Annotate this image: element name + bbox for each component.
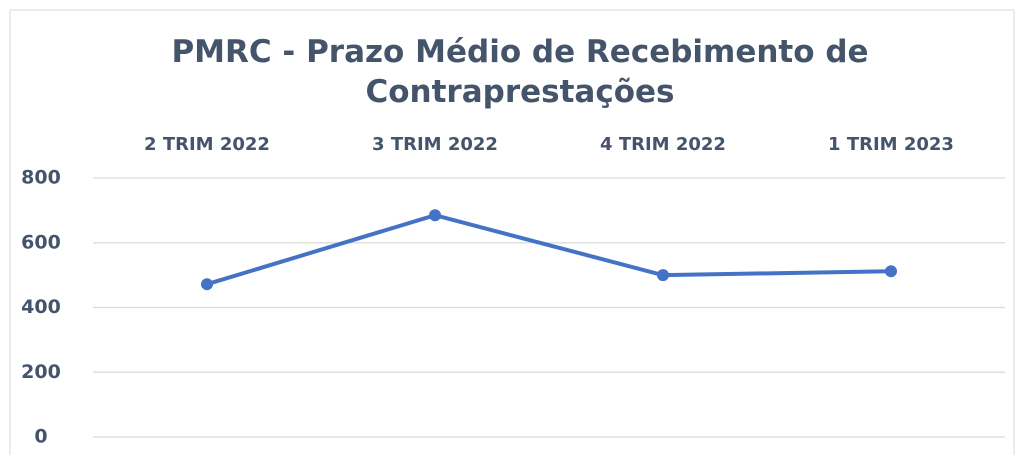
data-point bbox=[201, 278, 213, 291]
x-tick-label: 4 TRIM 2022 bbox=[600, 134, 726, 155]
chart-title: PMRC - Prazo Médio de Recebimento de Con… bbox=[171, 34, 869, 110]
data-point bbox=[657, 269, 669, 282]
data-point bbox=[885, 265, 897, 278]
y-tick-label: 200 bbox=[21, 361, 61, 383]
series-line bbox=[206, 213, 892, 287]
x-tick-label: 2 TRIM 2022 bbox=[144, 134, 270, 155]
x-tick-label: 1 TRIM 2023 bbox=[828, 134, 954, 155]
y-tick-label: 800 bbox=[21, 167, 61, 189]
x-tick-label: 3 TRIM 2022 bbox=[372, 134, 498, 155]
y-tick-label: 400 bbox=[21, 296, 61, 318]
data-point bbox=[429, 209, 441, 222]
chart-border bbox=[9, 9, 1015, 455]
y-tick-label: 0 bbox=[34, 426, 47, 448]
y-tick-label: 600 bbox=[21, 231, 61, 253]
